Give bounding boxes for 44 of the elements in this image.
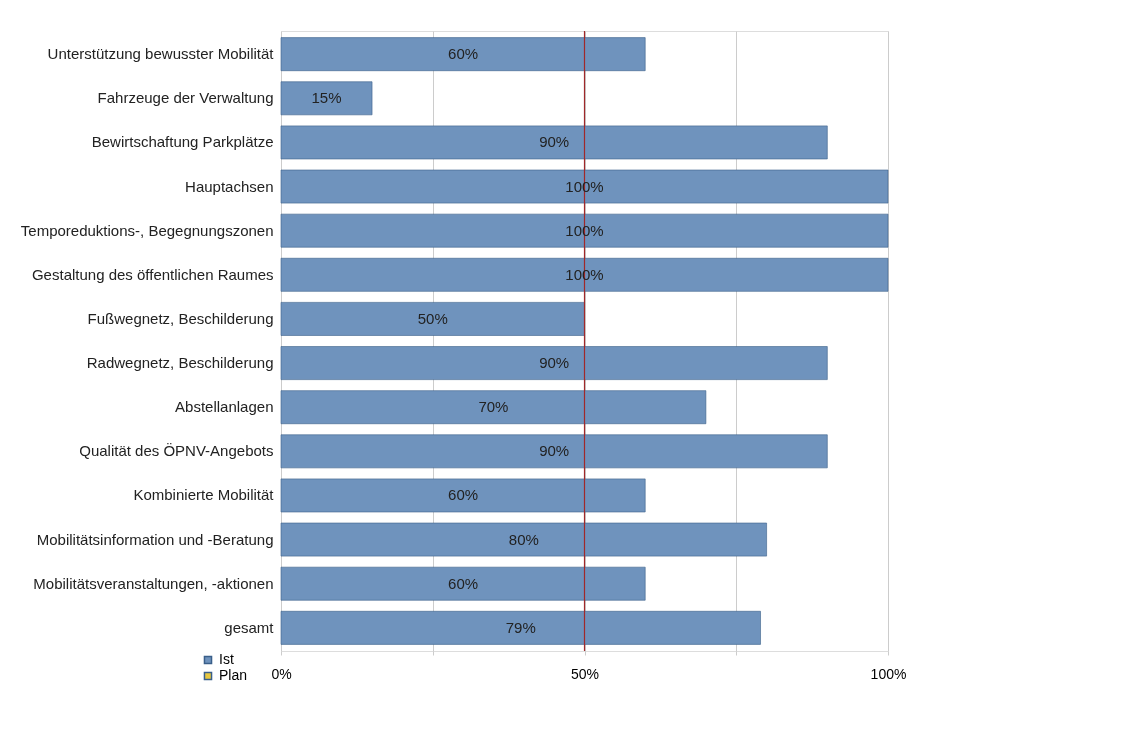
bar xyxy=(280,125,828,160)
data-label: 60% xyxy=(448,45,479,63)
data-label: 60% xyxy=(448,486,479,504)
data-label: 90% xyxy=(539,354,570,372)
bar xyxy=(280,478,646,513)
bar xyxy=(280,566,646,601)
bar xyxy=(280,522,767,557)
x-tick-label: 100% xyxy=(870,665,907,682)
y-tick-label: Abstellanlagen xyxy=(175,398,274,416)
legend-label: Ist xyxy=(219,651,234,667)
y-tick-label: Qualität des ÖPNV-Angebots xyxy=(79,442,274,460)
data-label: 90% xyxy=(539,133,570,151)
x-tick-label: 50% xyxy=(570,665,600,682)
data-label: 60% xyxy=(448,574,479,592)
y-tick-label: Mobilitätsinformation und -Beratung xyxy=(36,530,274,548)
bar xyxy=(280,213,889,248)
bar xyxy=(280,610,761,645)
bar xyxy=(280,390,707,425)
bar xyxy=(280,257,889,292)
y-tick-label: Gestaltung des öffentlichen Raumes xyxy=(31,265,274,283)
y-tick-label: Unterstützung bewusster Mobilität xyxy=(47,45,275,63)
bar xyxy=(280,37,646,72)
data-label: 70% xyxy=(478,398,509,416)
y-tick-label: Radwegnetz, Beschilderung xyxy=(86,354,274,372)
y-tick-label: Kombinierte Mobilität xyxy=(133,486,275,504)
bar xyxy=(280,434,828,469)
y-tick-label: Bewirtschaftung Parkplätze xyxy=(91,133,274,151)
bar xyxy=(280,302,585,336)
bar xyxy=(280,346,828,380)
legend-label: Plan xyxy=(219,667,248,683)
y-tick-label: Fußwegnetz, Beschilderung xyxy=(87,309,274,327)
x-tick-label: 0% xyxy=(271,665,292,682)
bar xyxy=(280,81,373,116)
y-tick-label: Mobilitätsveranstaltungen, -aktionen xyxy=(33,574,274,592)
data-label: 90% xyxy=(539,442,570,460)
y-tick-label: Temporeduktions-, Begegnungszonen xyxy=(20,221,274,239)
data-label: 50% xyxy=(417,309,448,327)
data-label: 79% xyxy=(505,618,536,636)
y-tick-label: Hauptachsen xyxy=(185,177,274,195)
data-label: 15% xyxy=(311,89,342,107)
data-label: 80% xyxy=(508,530,539,548)
bar xyxy=(280,169,889,204)
y-tick-label: gesamt xyxy=(224,618,275,636)
y-tick-label: Fahrzeuge der Verwaltung xyxy=(97,89,274,107)
